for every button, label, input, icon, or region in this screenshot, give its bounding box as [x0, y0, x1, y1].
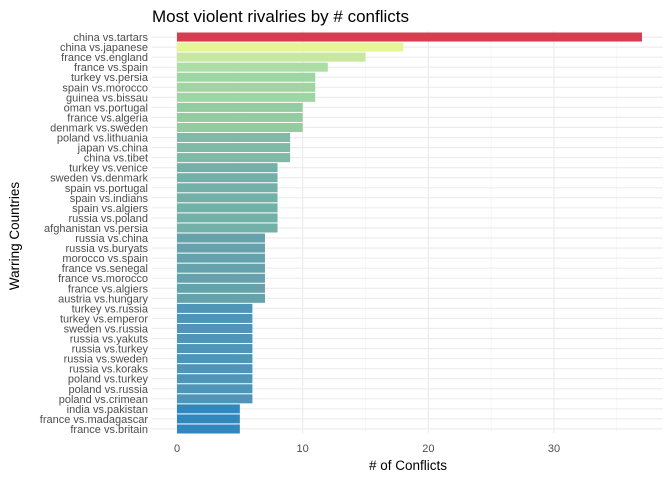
bar [177, 193, 278, 203]
x-tick-label: 20 [422, 443, 434, 455]
bar [177, 414, 240, 424]
bar [177, 203, 278, 213]
category-label: russia vs.sweden [64, 354, 148, 366]
category-label: russia vs.china [75, 233, 149, 245]
bar [177, 424, 240, 434]
category-label: france vs.morocco [58, 273, 148, 285]
bar [177, 183, 278, 193]
category-label: russia vs.turkey [72, 344, 149, 356]
bar [177, 92, 316, 102]
category-label: russia vs.yakuts [70, 334, 149, 346]
category-label: poland vs.russia [69, 384, 149, 396]
bar [177, 173, 278, 183]
category-label: sweden vs.russia [64, 323, 149, 335]
bar [177, 233, 265, 243]
bar [177, 112, 303, 122]
category-label: guinea vs.bissau [66, 92, 148, 104]
category-label: france vs.algiers [68, 283, 149, 295]
bar [177, 153, 291, 163]
bar [177, 223, 278, 233]
bar [177, 163, 278, 173]
category-label: sweden vs.denmark [50, 173, 148, 185]
category-label: poland vs.turkey [68, 374, 149, 386]
category-label: france vs.algeria [67, 112, 149, 124]
bar [177, 62, 328, 72]
x-tick-labels: 0 10 20 30 [174, 443, 560, 455]
category-label: turkey vs.russia [72, 303, 149, 315]
bar [177, 313, 253, 323]
category-label: japan vs.china [77, 143, 149, 155]
bar [177, 143, 291, 153]
category-label: spain vs.morocco [62, 82, 148, 94]
category-label: turkey vs.emperor [60, 313, 148, 325]
category-label: russia vs.poland [69, 213, 149, 225]
category-label: turkey vs.persia [71, 72, 149, 84]
category-label: austria vs.hungary [58, 293, 148, 305]
bar [177, 273, 265, 283]
category-label: france vs.senegal [62, 263, 148, 275]
bar [177, 243, 265, 253]
category-label: china vs.japanese [60, 42, 148, 54]
category-label: france vs.britain [70, 424, 148, 436]
category-label: china vs.tibet [84, 153, 148, 165]
bar [177, 213, 278, 223]
bar [177, 133, 291, 143]
category-label: morocco vs.spain [62, 253, 148, 265]
bar [177, 354, 253, 364]
category-label: oman vs.portugal [64, 102, 148, 114]
bar [177, 32, 642, 42]
category-label: india vs.pakistan [67, 404, 148, 416]
bar [177, 82, 316, 92]
bar [177, 404, 240, 414]
category-label: afghanistan vs.persia [44, 223, 149, 235]
category-label: poland vs.lithuania [57, 133, 149, 145]
bar [177, 42, 404, 52]
bar [177, 323, 253, 333]
category-label: russia vs.koraks [69, 364, 148, 376]
category-label: russia vs.buryats [65, 243, 148, 255]
bar [177, 364, 253, 374]
category-label: denmark vs.sweden [50, 122, 148, 134]
x-tick-label: 10 [297, 443, 309, 455]
bar [177, 253, 265, 263]
category-label: france vs.england [61, 52, 148, 64]
category-label: france vs.spain [74, 62, 148, 74]
x-tick-label: 0 [174, 443, 180, 455]
bar [177, 263, 265, 273]
bar [177, 303, 253, 313]
y-axis-title: Warring Countries [7, 182, 22, 291]
category-label: spain vs.algiers [72, 203, 148, 215]
bar [177, 72, 316, 82]
bar [177, 102, 303, 112]
category-label: spain vs.portugal [65, 183, 148, 195]
x-axis-title: # of Conflicts [369, 458, 447, 473]
bar [177, 344, 253, 354]
category-label: china vs.tartars [73, 32, 148, 44]
bar [177, 122, 303, 132]
category-label: poland vs.crimean [59, 394, 148, 406]
bar [177, 293, 265, 303]
category-label: turkey vs.venice [69, 163, 148, 175]
category-label: spain vs.indians [70, 193, 149, 205]
bar [177, 384, 253, 394]
bar [177, 334, 253, 344]
bars [177, 32, 642, 434]
bar [177, 283, 265, 293]
bar [177, 52, 366, 62]
category-label: france vs.madagascar [40, 414, 149, 426]
bar [177, 374, 253, 384]
bar [177, 394, 253, 404]
x-tick-label: 30 [548, 443, 560, 455]
chart-title: Most violent rivalries by # conflicts [152, 7, 409, 26]
